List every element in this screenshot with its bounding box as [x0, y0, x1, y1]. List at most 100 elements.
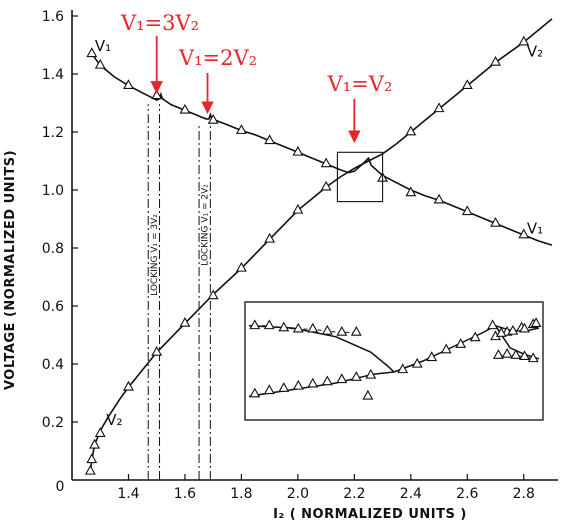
curve-label: V₁ — [95, 37, 111, 55]
series-layer: V₁ V₂ V₁ V₂ — [84, 18, 553, 475]
inset-data-point — [492, 349, 504, 359]
y-tick-label: 0.8 — [42, 241, 64, 257]
inset-panel — [244, 301, 544, 421]
locking-label: LOCKING V₁ = 2V₂ — [201, 184, 211, 266]
inset-data-point — [249, 319, 261, 330]
red-annotation: V₁=2V₂ — [178, 46, 257, 70]
data-point-triangle — [461, 205, 473, 216]
x-tick-label: 2.4 — [400, 486, 422, 502]
data-point-triangle — [264, 134, 276, 145]
inset-data-point — [469, 331, 481, 342]
inset-data-point — [501, 348, 513, 358]
inset-data-point — [426, 351, 438, 362]
inset-data-point — [321, 324, 333, 335]
data-point-triangle — [518, 35, 530, 46]
inset-data-point — [510, 349, 522, 359]
x-axis-label: I₂ ( NORMALIZED UNITS ) — [273, 507, 467, 522]
data-point-triangle — [518, 228, 530, 239]
y-tick-label: 0.4 — [42, 357, 64, 373]
inset-data-point — [455, 338, 467, 348]
data-point-triangle — [151, 89, 163, 100]
inset-data-point — [263, 319, 275, 330]
inset-curve-lower — [248, 371, 395, 397]
x-tick-label: 1.4 — [117, 486, 139, 502]
inset-data-point — [249, 387, 261, 398]
x-tick-label: 2.2 — [343, 486, 365, 502]
data-point-triangle — [84, 464, 96, 475]
inset-data-point — [336, 326, 348, 336]
inset-data-point — [278, 321, 290, 332]
data-point-triangle — [179, 103, 191, 114]
data-point-triangle — [123, 79, 134, 89]
y-tick-label: 0.2 — [42, 415, 64, 431]
inset-data-point — [527, 352, 539, 363]
inset-data-point — [278, 382, 290, 392]
data-point-triangle — [86, 47, 98, 58]
x-tick-label: 2.8 — [513, 486, 535, 502]
red-annotation: V₁=V₂ — [327, 72, 393, 96]
locking-label: LOCKING V₁ = 3V₂ — [150, 214, 160, 296]
data-point-triangle — [433, 193, 445, 204]
y-tick-label: 1.2 — [42, 125, 64, 141]
inset-data-point — [307, 322, 319, 333]
data-point-triangle — [179, 317, 191, 327]
data-point-triangle — [89, 438, 101, 449]
x-tick-label: 2.6 — [456, 486, 478, 502]
inset-data-point — [263, 384, 275, 395]
inset-data-point — [292, 322, 304, 333]
data-point-triangle — [405, 186, 417, 197]
inset-data-point — [487, 319, 499, 330]
inset-data-point — [350, 326, 362, 336]
y-tick-label: 1.6 — [42, 9, 64, 25]
series-line-1 — [91, 53, 553, 246]
inset-data-point — [292, 379, 304, 390]
inset-data-point — [507, 324, 519, 335]
data-point-triangle — [94, 58, 106, 69]
inset-data-point — [365, 368, 377, 379]
origin-label: 0 — [56, 479, 65, 495]
data-point-triangle — [123, 380, 134, 391]
inset-data-point — [397, 363, 409, 374]
plot-frame — [71, 10, 558, 481]
data-point-triangle — [207, 289, 219, 300]
inset-data-point — [530, 317, 542, 327]
y-tick-label: 0.6 — [42, 299, 64, 315]
data-point-triangle — [292, 203, 304, 214]
zoom-box — [336, 151, 384, 203]
data-point-triangle — [235, 261, 247, 272]
axis-ticks: 1.4 1.6 1.8 2.0 2.2 2.4 2.6 2.8 0.2 0.4 0.6 0.8 1.0 1… — [42, 9, 535, 502]
inset-data-point — [307, 377, 319, 388]
red-annotation: V₁=3V₂ — [120, 11, 199, 35]
data-point-triangle — [207, 114, 219, 124]
data-point-triangle — [490, 216, 501, 227]
x-tick-label: 2.0 — [287, 486, 309, 502]
inset-data-point — [411, 357, 423, 368]
data-point-triangle — [86, 453, 98, 464]
curve-label: V₁ — [527, 220, 543, 238]
curve-label: V₂ — [106, 411, 122, 429]
data-point-triangle — [292, 145, 304, 156]
inset-data-point — [519, 350, 530, 360]
inset-data-point — [519, 322, 530, 333]
inset-data-point — [350, 371, 362, 381]
inset-data-point — [362, 389, 374, 400]
y-tick-label: 1.4 — [42, 67, 64, 83]
inset-data-point — [321, 375, 333, 386]
locking-lines: LOCKING V₁ = 3V₂ LOCKING V₁ = 2V₂ — [147, 104, 211, 480]
data-point-triangle — [235, 124, 247, 134]
inset-frame — [244, 301, 544, 421]
data-point-triangle — [264, 232, 276, 243]
y-axis-label: VOLTAGE (NORMALIZED UNITS) — [3, 150, 18, 390]
data-point-triangle — [405, 125, 417, 136]
inset-data-point — [336, 373, 348, 384]
x-tick-label: 1.8 — [230, 486, 252, 502]
data-point-triangle — [94, 427, 106, 437]
inset-data-point — [440, 343, 452, 354]
annotations: V₁=3V₂ V₁=2V₂ V₁=V₂ — [120, 11, 393, 203]
y-tick-label: 1.0 — [42, 183, 64, 199]
data-point-triangle — [433, 102, 445, 113]
data-point-triangle — [320, 180, 332, 191]
x-tick-label: 1.6 — [174, 486, 196, 502]
data-point-triangle — [461, 79, 473, 89]
